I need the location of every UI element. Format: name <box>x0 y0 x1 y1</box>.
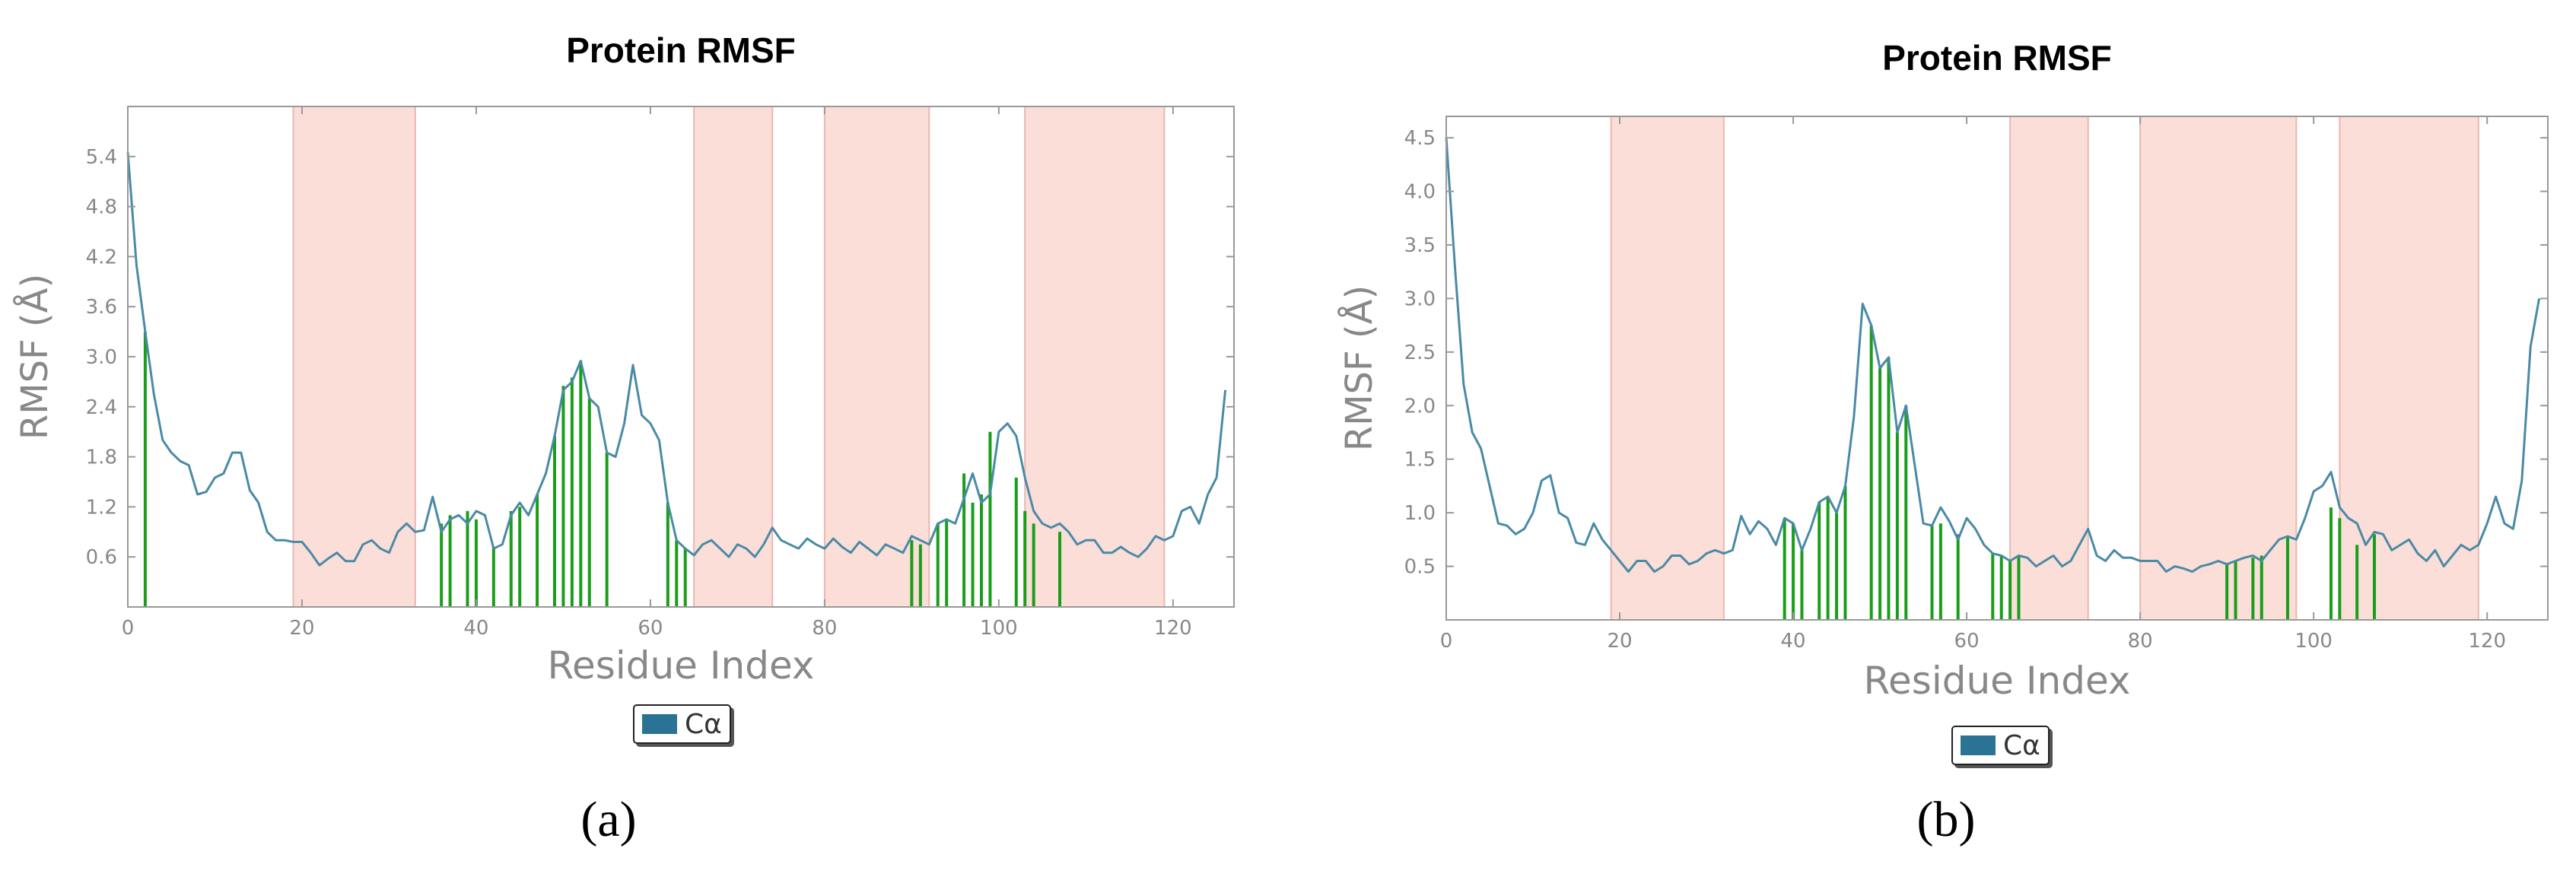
figure-a: 0.6 1.2 1.8 2.4 3.0 3.6 4.2 4.8 5.4 0 20 40 60 80 100 1… <box>13 30 1235 847</box>
y-tick-label: 1.8 <box>86 446 117 469</box>
y-tick-label: 2.4 <box>86 396 117 419</box>
y-tick-label: 0.6 <box>86 546 117 569</box>
y-tick-label: 4.5 <box>1404 127 1436 150</box>
y-tick-label: 5.4 <box>86 146 117 169</box>
shaded-region-0 <box>1610 116 1725 621</box>
x-tick-label: 20 <box>289 617 314 640</box>
subfigure-caption-a: (a) <box>580 792 637 847</box>
shaded-region-3 <box>2339 116 2479 621</box>
x-axis-label: Residue Index <box>1864 659 2131 703</box>
y-axis-label: RMSF (Å) <box>1337 285 1381 451</box>
legend-label: Cα <box>685 708 722 740</box>
x-tick-label: 20 <box>1607 630 1632 653</box>
y-tick-label: 3.0 <box>1404 288 1436 310</box>
y-tick-label: 3.6 <box>86 296 117 319</box>
y-tick-label: 4.8 <box>86 196 117 219</box>
plot-frame <box>1445 116 2549 621</box>
y-tick-label: 3.5 <box>1404 234 1436 257</box>
y-tick-label: 1.2 <box>86 496 117 519</box>
shaded-region-1 <box>2009 116 2089 621</box>
legend: Cα <box>633 704 731 744</box>
x-axis-label: Residue Index <box>548 643 815 688</box>
x-tick-label: 80 <box>812 617 837 640</box>
rmsf-chart-a: 0.6 1.2 1.8 2.4 3.0 3.6 4.2 4.8 5.4 0 20 40 60 80 100 1… <box>13 30 1235 688</box>
legend-label: Cα <box>2003 729 2040 761</box>
x-tick-label: 0 <box>122 617 135 640</box>
rmsf-line <box>1445 138 2541 573</box>
x-tick-label: 100 <box>980 617 1018 640</box>
legend: Cα <box>1951 726 2050 765</box>
y-tick-label: 2.0 <box>1404 395 1436 418</box>
rmsf-line <box>126 152 1227 567</box>
shaded-region-1 <box>693 106 774 608</box>
y-tick-label: 2.5 <box>1404 342 1436 364</box>
figure-b: 0.5 1.0 1.5 2.0 2.5 3.0 3.5 4.0 4.5 0 20 40 60 80 100 1… <box>1288 0 2576 880</box>
x-tick-label: 100 <box>2295 630 2333 653</box>
y-axis-label: RMSF (Å) <box>13 274 56 440</box>
y-tick-label: 0.5 <box>1404 556 1436 579</box>
rmsf-chart-b: 0.5 1.0 1.5 2.0 2.5 3.0 3.5 4.0 4.5 0 20 40 60 80 100 1… <box>1337 38 2549 703</box>
x-tick-label: 120 <box>2468 630 2506 653</box>
subfigure-caption-b: (b) <box>1916 792 1976 847</box>
chart-title: Protein RMSF <box>566 30 796 70</box>
shaded-region-3 <box>1024 106 1166 608</box>
x-tick-label: 120 <box>1154 617 1192 640</box>
x-tick-label: 80 <box>2128 630 2153 653</box>
y-tick-label: 4.0 <box>1404 181 1436 204</box>
chart-title: Protein RMSF <box>1882 38 2112 78</box>
legend-swatch <box>642 714 677 734</box>
shaded-region-2 <box>823 106 930 608</box>
x-tick-label: 40 <box>463 617 488 640</box>
y-tick-label: 1.0 <box>1404 502 1436 525</box>
x-tick-label: 60 <box>1954 630 1980 653</box>
x-tick-label: 0 <box>1440 630 1453 653</box>
y-tick-label: 1.5 <box>1404 449 1436 472</box>
legend-swatch <box>1961 735 1996 755</box>
shaded-region-0 <box>292 106 416 608</box>
x-tick-label: 60 <box>638 617 663 640</box>
y-tick-label: 4.2 <box>86 246 117 268</box>
x-tick-label: 40 <box>1781 630 1806 653</box>
y-tick-label: 3.0 <box>86 346 117 369</box>
shaded-region-2 <box>2139 116 2298 621</box>
